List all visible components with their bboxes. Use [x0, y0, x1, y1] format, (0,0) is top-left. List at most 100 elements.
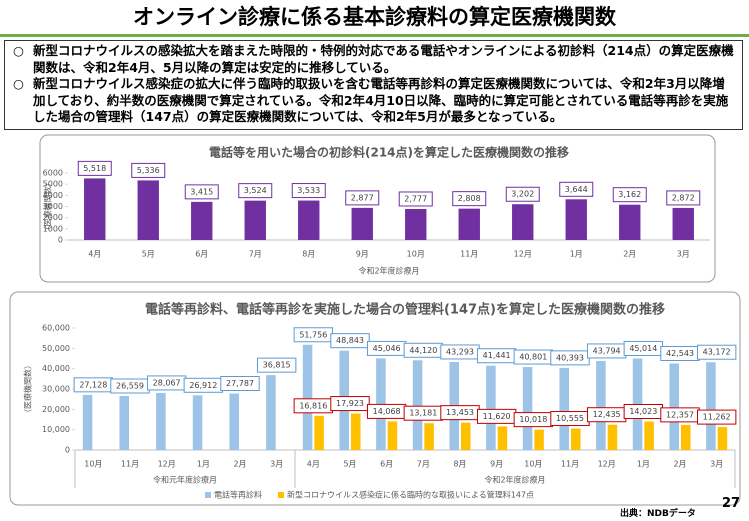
value-label: 16,816	[299, 401, 327, 410]
x-tick-label: 8月	[453, 460, 466, 469]
y-tick-label: 3000	[43, 202, 63, 211]
value-label: 36,815	[263, 361, 291, 370]
bar	[298, 200, 320, 240]
y-tick-label: 50,000	[42, 344, 70, 353]
x-tick-label: 1月	[197, 460, 210, 469]
x-tick-label: 6月	[380, 460, 393, 469]
source: 出典：NDBデータ	[620, 509, 696, 519]
bar	[596, 360, 606, 450]
value-label: 17,923	[336, 399, 364, 408]
bar	[486, 365, 496, 450]
value-label-box	[184, 184, 219, 200]
x-tick-label: 2月	[623, 250, 636, 259]
x-group-label: 令和2年度診療月	[484, 475, 545, 485]
value-label: 43,172	[703, 348, 731, 357]
value-label-box	[612, 187, 647, 203]
y-axis-label: （医療機関数）	[23, 361, 33, 417]
bar	[302, 344, 313, 450]
bar	[119, 395, 129, 450]
value-label: 27,787	[226, 379, 254, 388]
bar	[571, 428, 581, 450]
value-label: 40,393	[556, 353, 584, 362]
value-label: 10,555	[556, 414, 584, 423]
bullet: 新型コロナウイルスの感染拡大を踏まえた時限的・特例的対応である電話やオンラインに…	[11, 43, 736, 76]
bar	[314, 415, 324, 450]
bar	[461, 422, 471, 450]
value-label-box	[345, 190, 380, 206]
bar	[607, 424, 618, 450]
value-label-box	[131, 162, 166, 178]
bar	[244, 200, 266, 240]
x-tick-label: 12月	[158, 460, 176, 469]
legend-swatch	[278, 492, 284, 498]
bar	[706, 362, 716, 450]
x-tick-label: 2月	[233, 460, 246, 469]
bar	[424, 423, 434, 450]
value-label: 11,262	[703, 413, 731, 422]
value-label-box	[330, 396, 370, 412]
x-tick-label: 2月	[673, 460, 686, 469]
x-tick-label: 1月	[570, 250, 583, 259]
legend-label: 新型コロナウイルス感染症に係る臨時的な取扱いによる管理料147点	[287, 490, 534, 500]
value-label-box	[452, 191, 487, 207]
chart-frame	[39, 134, 716, 283]
x-tick-label: 7月	[249, 250, 262, 259]
value-label: 2,877	[351, 193, 374, 202]
x-tick-label: 5月	[343, 460, 356, 469]
value-label-box	[666, 190, 701, 206]
value-label: 48,843	[336, 336, 364, 345]
value-label: 26,912	[189, 381, 217, 390]
value-label: 5,336	[137, 166, 160, 175]
page-title: オンライン診療に係る基本診療料の算定医療機関数	[0, 0, 749, 37]
y-tick-label: 6000	[43, 169, 63, 178]
bar	[559, 367, 569, 450]
y-tick-label: 0	[58, 236, 63, 245]
bar	[412, 360, 423, 450]
x-tick-label: 5月	[142, 250, 155, 259]
value-label: 44,120	[409, 346, 437, 355]
value-label: 28,067	[153, 378, 181, 387]
y-tick-label: 0	[65, 446, 70, 455]
bullet: 新型コロナウイルス感染症の拡大に伴う臨時的取扱いを含む電話等再診料の算定医療機関…	[11, 76, 736, 126]
value-label: 41,441	[483, 351, 511, 360]
bar	[644, 421, 654, 450]
bar	[512, 204, 534, 240]
value-label: 3,524	[244, 186, 267, 195]
chart-title: 電話等を用いた場合の初診料(214点)を算定した医療機関数の推移	[209, 145, 569, 160]
value-label: 3,202	[511, 190, 534, 199]
y-axis-label: （医療機関数）	[43, 179, 53, 235]
x-tick-label: 9月	[356, 250, 369, 259]
x-tick-label: 12月	[514, 250, 532, 259]
value-label: 14,023	[629, 407, 657, 416]
value-label-box	[696, 409, 737, 425]
value-label: 3,533	[297, 186, 320, 195]
bar	[387, 421, 398, 450]
y-tick-label: 2000	[43, 213, 63, 222]
x-tick-label: 10月	[524, 460, 542, 469]
y-tick-label: 60,000	[42, 324, 70, 333]
value-label: 2,777	[404, 194, 427, 203]
bar	[405, 208, 427, 240]
x-tick-label: 10月	[407, 250, 425, 259]
value-label-box	[238, 183, 273, 199]
value-label: 43,293	[446, 347, 474, 356]
value-label: 10,018	[519, 415, 547, 424]
bar	[191, 201, 213, 240]
value-label-box	[77, 160, 112, 176]
bar	[229, 393, 239, 450]
bar	[522, 367, 533, 450]
y-tick-label: 20,000	[42, 405, 70, 414]
bar	[156, 392, 166, 450]
bar	[351, 413, 361, 450]
value-label: 43,794	[593, 346, 621, 355]
x-tick-label: 12月	[598, 460, 616, 469]
value-label: 2,808	[458, 194, 481, 203]
x-tick-label: 1月	[637, 460, 650, 469]
bar	[669, 363, 679, 450]
value-label: 11,620	[483, 412, 511, 421]
bar	[351, 207, 373, 240]
x-tick-label: 3月	[710, 460, 723, 469]
value-label: 3,644	[565, 185, 588, 194]
x-tick-label: 11月	[121, 460, 139, 469]
